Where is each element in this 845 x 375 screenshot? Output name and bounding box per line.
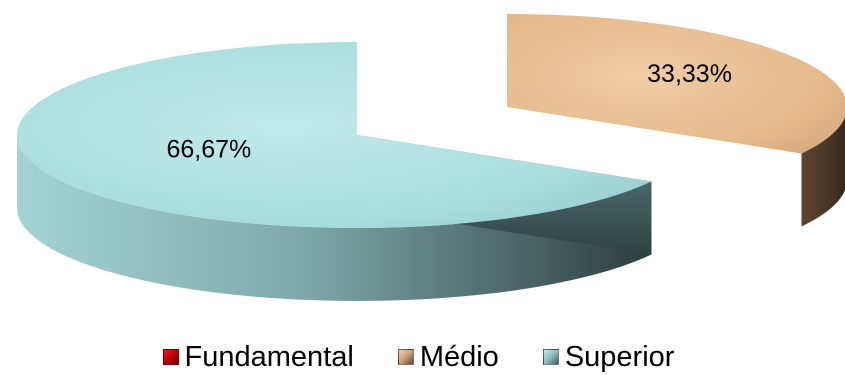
pie-slices bbox=[16, 14, 845, 301]
pie-slice-medio bbox=[507, 14, 845, 227]
legend-swatch bbox=[397, 349, 414, 365]
pie-slice-top bbox=[507, 14, 845, 154]
legend-swatch bbox=[542, 349, 559, 365]
legend: Fundamental Médio Superior bbox=[0, 339, 845, 375]
pie-slice-side bbox=[16, 135, 652, 301]
pie-slice-top bbox=[17, 41, 652, 228]
pie-slice-side bbox=[801, 116, 845, 227]
pie-slice-superior bbox=[16, 41, 652, 301]
legend-swatch bbox=[162, 349, 179, 365]
data-label-superior: 66,67% bbox=[166, 136, 251, 164]
legend-label: Superior bbox=[564, 340, 675, 373]
legend-label: Fundamental bbox=[184, 340, 354, 373]
legend-label: Médio bbox=[419, 340, 499, 373]
legend-item-medio: Médio bbox=[397, 340, 499, 373]
legend-item-superior: Superior bbox=[542, 340, 675, 373]
legend-item-fundamental: Fundamental bbox=[162, 340, 354, 373]
data-label-medio: 33,33% bbox=[647, 60, 732, 88]
pie-data-labels: 33,33% 66,67% bbox=[166, 60, 731, 164]
